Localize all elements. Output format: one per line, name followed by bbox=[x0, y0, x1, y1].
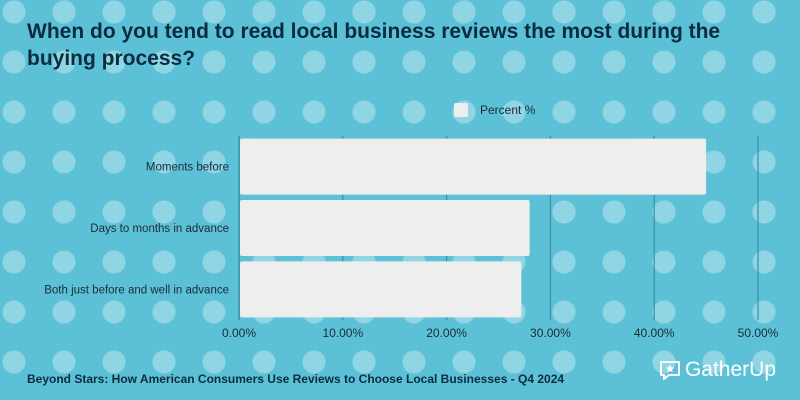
chat-star-icon bbox=[659, 361, 680, 380]
brand-name: GatherUp bbox=[684, 358, 776, 381]
legend[interactable]: Percent % bbox=[454, 101, 535, 119]
bar bbox=[240, 200, 530, 256]
source-footnote: Beyond Stars: How American Consumers Use… bbox=[27, 372, 565, 386]
bar bbox=[240, 138, 707, 195]
chart-title: When do you tend to read local business … bbox=[27, 20, 721, 70]
category-label: Both just before and well in advance bbox=[44, 284, 229, 296]
legend-label: Percent % bbox=[480, 103, 536, 117]
x-tick-label: 10.00% bbox=[322, 326, 363, 340]
bar bbox=[240, 261, 522, 318]
category-label: Moments before bbox=[146, 162, 229, 174]
x-tick-label: 50.00% bbox=[738, 326, 779, 340]
x-tick-label: 40.00% bbox=[634, 326, 675, 340]
x-tick-label: 0.00% bbox=[222, 326, 256, 340]
category-label: Days to months in advance bbox=[90, 223, 229, 235]
x-tick-label: 30.00% bbox=[530, 326, 571, 340]
legend-swatch bbox=[454, 103, 468, 117]
x-tick-label: 20.00% bbox=[426, 326, 467, 340]
brand-logo: GatherUp bbox=[658, 358, 776, 382]
